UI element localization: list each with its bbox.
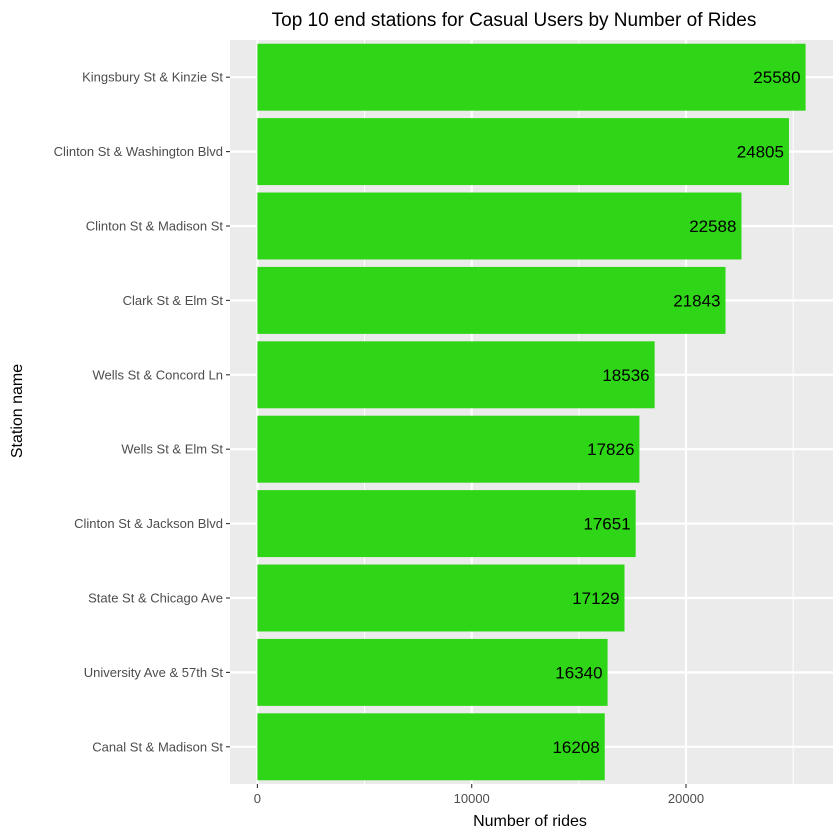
y-axis-title: Station name	[9, 364, 26, 458]
x-tick-label: 10000	[454, 791, 490, 806]
bar-value-label: 22588	[689, 217, 736, 236]
y-tick-label: University Ave & 57th St	[84, 665, 224, 680]
bar	[257, 266, 726, 334]
y-tick-label: Kingsbury St & Kinzie St	[82, 70, 223, 85]
chart-title: Top 10 end stations for Casual Users by …	[272, 10, 757, 31]
bar	[257, 43, 806, 111]
bar-value-label: 17651	[583, 515, 630, 534]
bar	[257, 638, 608, 706]
bar-value-label: 21843	[673, 291, 720, 310]
bar-value-label: 18536	[602, 366, 649, 385]
x-tick-label: 0	[254, 791, 261, 806]
y-tick-label: Wells St & Elm St	[121, 442, 223, 457]
bar-value-label: 16340	[555, 663, 602, 682]
y-tick-label: Clinton St & Washington Blvd	[54, 144, 223, 159]
x-axis: 0 10000 20000	[254, 784, 704, 806]
y-axis: Kingsbury St & Kinzie St Clinton St & Was…	[54, 70, 230, 754]
bar-value-label: 24805	[737, 143, 784, 162]
y-tick-label: Wells St & Concord Ln	[92, 367, 223, 382]
bar	[257, 415, 640, 483]
bar	[257, 713, 605, 781]
bars	[257, 43, 806, 781]
x-tick-label: 20000	[668, 791, 704, 806]
bar	[257, 118, 789, 186]
bar-value-label: 16208	[552, 738, 599, 757]
bar	[257, 564, 625, 632]
bar-value-label: 25580	[753, 68, 800, 87]
bar	[257, 341, 655, 409]
bar	[257, 490, 636, 558]
y-tick-label: Clinton St & Madison St	[86, 219, 224, 234]
y-tick-label: Clark St & Elm St	[123, 293, 224, 308]
bar	[257, 192, 742, 260]
bar-value-label: 17826	[587, 440, 634, 459]
y-tick-label: Canal St & Madison St	[92, 739, 223, 754]
bar-labels: 25580 24805 22588 21843 18536 17826 17651 17129…	[552, 68, 800, 757]
y-tick-label: State St & Chicago Ave	[88, 591, 223, 606]
bar-value-label: 17129	[572, 589, 619, 608]
x-axis-title: Number of rides	[473, 813, 587, 830]
y-tick-label: Clinton St & Jackson Blvd	[74, 516, 223, 531]
